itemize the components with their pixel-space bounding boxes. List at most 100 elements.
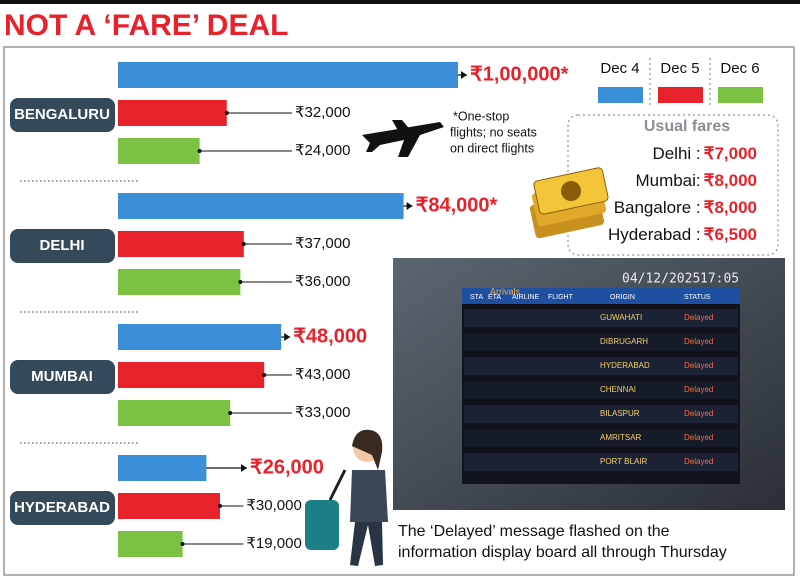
board-origin: DIBRUGARH: [600, 337, 648, 346]
board-status: Delayed: [684, 313, 713, 322]
board-origin: GUWAHATI: [600, 313, 642, 322]
leader-arrow: [406, 202, 413, 210]
fare-row: Delhi : ₹7,000: [652, 144, 757, 163]
board-origin: PORT BLAIR: [600, 457, 648, 466]
board-row: [464, 333, 738, 351]
plane-icon: [362, 120, 444, 157]
board-status: Delayed: [684, 457, 713, 466]
legend-label: Dec 4: [600, 60, 639, 77]
board-date: 04/12/2025: [622, 272, 700, 287]
bar: [118, 531, 183, 557]
caption: information display board all through Th…: [398, 544, 727, 561]
chart-title: NOT A ‘FARE’ DEAL: [4, 9, 288, 42]
leader-dot: [241, 242, 246, 246]
board-origin: HYDERABAD: [600, 361, 650, 370]
board-status: Delayed: [684, 361, 713, 370]
bar: [118, 231, 244, 257]
board-header: STA: [470, 294, 483, 301]
board-origin: CHENNAI: [600, 385, 636, 394]
value-label: ₹43,000: [295, 366, 350, 383]
value-label: ₹37,000: [295, 235, 350, 252]
board-status: Delayed: [684, 337, 713, 346]
note: on direct flights: [450, 141, 534, 155]
legend-label: Dec 6: [720, 60, 759, 77]
legend-swatch: [718, 87, 763, 103]
category-label: MUMBAI: [31, 368, 93, 385]
leader-dot: [180, 542, 185, 546]
bar: [118, 100, 227, 126]
leader-dot: [218, 504, 222, 508]
category-label: HYDERABAD: [14, 499, 110, 516]
fare-row: Hyderabad : ₹6,500: [608, 225, 757, 244]
fare-city: Mumbai:: [635, 171, 700, 190]
board-header: ORIGIN: [610, 294, 635, 301]
bar: [118, 493, 220, 519]
fare-city: Delhi :: [652, 144, 700, 163]
category-label: DELHI: [40, 237, 85, 254]
value-label: ₹48,000: [293, 325, 367, 347]
bar: [118, 362, 265, 388]
board-title: Arrivals: [490, 286, 521, 296]
note: flights; no seats: [450, 125, 537, 139]
bar: [118, 455, 207, 481]
board-row: [464, 357, 738, 375]
caption: The ‘Delayed’ message flashed on the: [398, 523, 670, 540]
board-status: Delayed: [684, 385, 713, 394]
value-label: ₹36,000: [295, 273, 350, 290]
board-header: ETA: [488, 294, 501, 301]
board-status: Delayed: [684, 433, 713, 442]
leader-dot: [224, 111, 229, 115]
board-row: [464, 405, 738, 423]
category-label: BENGALURU: [14, 106, 110, 123]
category-box: [10, 360, 115, 394]
bar: [118, 138, 200, 164]
value-label: ₹30,000: [246, 497, 301, 514]
bar: [118, 62, 458, 88]
category-box: [10, 98, 115, 132]
board-time: 17:05: [700, 272, 739, 287]
board-row: [464, 309, 738, 327]
fares-title: Usual fares: [644, 118, 730, 135]
fare-value: ₹7,000: [704, 144, 757, 163]
board-header: AIRLINE: [512, 294, 540, 301]
top-rule: [0, 0, 800, 4]
board-origin: BILASPUR: [600, 409, 640, 418]
bar: [118, 269, 241, 295]
category-box: [10, 229, 115, 263]
leader-dot: [228, 411, 233, 415]
leader-dot: [197, 149, 202, 153]
board-header: STATUS: [684, 294, 711, 301]
value-label: ₹33,000: [295, 404, 350, 421]
bar: [118, 193, 404, 219]
fare-row: Bangalore : ₹8,000: [614, 198, 757, 217]
category-box: [10, 491, 115, 525]
value-label: ₹32,000: [295, 104, 350, 121]
fare-value: ₹8,000: [704, 171, 757, 190]
bar: [118, 400, 231, 426]
value-label: ₹1,00,000*: [470, 63, 569, 85]
board-row: [464, 381, 738, 399]
legend-label: Dec 5: [660, 60, 699, 77]
fare-city: Bangalore :: [614, 198, 701, 217]
note: *One-stop: [453, 109, 509, 123]
woman-illustration: [305, 429, 388, 566]
fare-value: ₹6,500: [704, 225, 757, 244]
board-status: Delayed: [684, 409, 713, 418]
value-label: ₹84,000*: [416, 194, 498, 216]
legend-swatch: [598, 87, 643, 103]
legend-swatch: [658, 87, 703, 103]
fare-row: Mumbai: ₹8,000: [635, 171, 757, 190]
money-icon: [529, 167, 609, 239]
fare-value: ₹8,000: [704, 198, 757, 217]
board-origin: AMRITSAR: [600, 433, 642, 442]
leader-dot: [238, 280, 243, 284]
fare-city: Hyderabad :: [608, 225, 701, 244]
board-header-bar: [462, 288, 740, 304]
leader-arrow: [461, 71, 467, 79]
value-label: ₹19,000: [246, 535, 301, 552]
leader-arrow: [241, 464, 247, 472]
board-row: [464, 429, 738, 447]
value-label: ₹24,000: [295, 142, 350, 159]
value-label: ₹26,000: [250, 456, 324, 478]
